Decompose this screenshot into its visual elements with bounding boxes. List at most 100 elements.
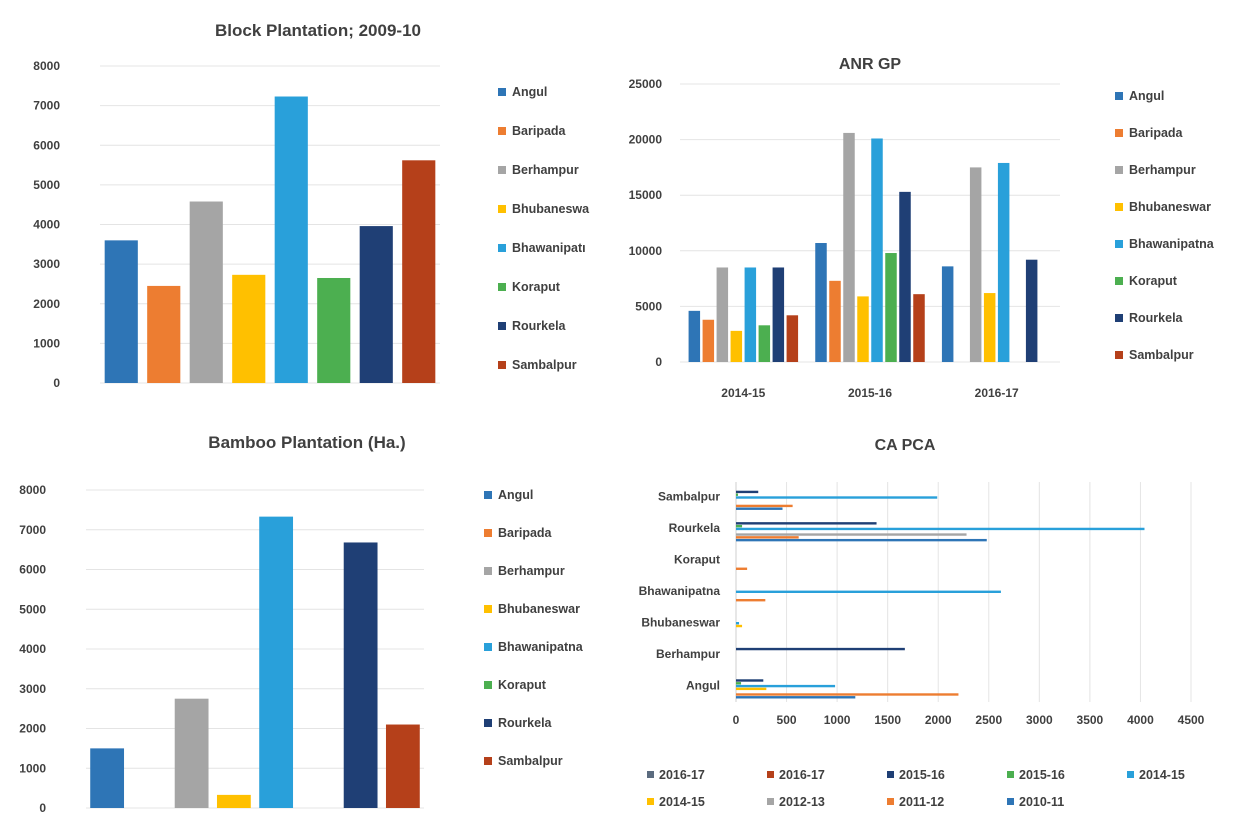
legend-label: Bhawanipatna: [498, 640, 584, 654]
legend-swatch: [1115, 166, 1123, 174]
bar-rourkela-2014-15: [736, 527, 1145, 531]
legend-swatch: [1115, 351, 1123, 359]
legend-label: 2010-11: [1019, 795, 1064, 809]
bar-angul: [104, 240, 138, 383]
y-tick-label: 3000: [19, 682, 46, 696]
legend-swatch: [1115, 203, 1123, 211]
y-tick-label: 10000: [629, 244, 663, 258]
legend-label: Berhampur: [512, 163, 579, 177]
bar-sambalpur-2014-15: [786, 315, 799, 362]
bar-berhampur-2016-17: [969, 167, 982, 362]
legend-swatch: [1007, 798, 1014, 805]
y-tick-label: 0: [655, 355, 662, 369]
y-tick-label: 15000: [629, 188, 663, 202]
bar-rourkela-2015-16: [736, 522, 877, 525]
legend-label: Koraput: [1129, 274, 1178, 288]
bamboo-plantation-chart: Bamboo Plantation (Ha.) 0 1000 2000 3000 4000…: [19, 433, 583, 814]
bar-bhubaneswar-2015-16: [857, 296, 869, 362]
y-tick-label: 0: [39, 801, 46, 814]
legend-swatch: [498, 88, 506, 96]
y-tick-label: 7000: [19, 523, 46, 537]
legend-label: Sambalpur: [512, 358, 577, 372]
bar-berhampur: [189, 201, 223, 383]
legend-swatch: [484, 719, 492, 727]
x-tick-label: 2014-15: [721, 386, 765, 400]
legend-label: 2016-17: [659, 768, 705, 782]
bar-berhampur: [174, 698, 209, 808]
legend-swatch: [1115, 314, 1123, 322]
block-plantation-chart: Block Plantation; 2009-10 0 1000 2000 3000 40…: [33, 21, 590, 390]
bar-bhawanipatna-2016-17: [997, 162, 1010, 362]
y-tick-label: 1000: [33, 336, 60, 350]
legend-label: Bhawanipatı: [512, 241, 586, 255]
legend-label: Rourkela: [512, 319, 567, 333]
legend-label: 2014-15: [659, 795, 705, 809]
legend-label: 2016-17: [779, 768, 825, 782]
x-tick-label: 500: [777, 713, 797, 727]
y-tick-label: 5000: [635, 299, 662, 313]
legend-label: 2014-15: [1139, 768, 1185, 782]
legend-swatch: [1115, 277, 1123, 285]
legend-swatch: [484, 757, 492, 765]
bar-bhawanipatna-2014-15: [736, 590, 1001, 593]
bar-sambalpur-2014-15: [736, 496, 938, 499]
bar-bhawanipatna-2011-12: [736, 599, 766, 602]
bar-rourkela-2011-12: [736, 536, 799, 539]
bar-berhampur-2015-16: [736, 647, 905, 651]
legend-swatch: [498, 205, 506, 213]
category-label: Sambalpur: [658, 490, 720, 504]
bar-bhawanipatna-2014-15: [744, 267, 757, 362]
x-tick-label: 2015-16: [848, 386, 892, 400]
y-tick-label: 6000: [33, 138, 60, 152]
y-tick-label: 20000: [629, 133, 663, 147]
bar-rourkela-2016-17: [1025, 259, 1038, 362]
y-tick-label: 2000: [19, 722, 46, 736]
bar-bhubaneswar: [216, 794, 251, 808]
y-tick-label: 4000: [33, 218, 60, 232]
bar-bhawanipatna-2015-16: [871, 138, 883, 362]
legend-label: 2011-12: [899, 795, 944, 809]
y-tick-label: 2000: [33, 297, 60, 311]
bar-rourkela: [359, 226, 393, 383]
bar-baripada: [147, 285, 181, 383]
x-tick-label: 2000: [925, 713, 952, 727]
legend-label: Berhampur: [498, 564, 565, 578]
bar-angul-2011-12: [736, 693, 959, 696]
bar-berhampur-2015-16: [843, 132, 855, 362]
x-tick-label: 1500: [874, 713, 901, 727]
legend-swatch: [484, 643, 492, 651]
legend-label: Rourkela: [498, 716, 553, 730]
bar-rourkela-2012-13: [736, 533, 967, 536]
bar-sambalpur-2010-11: [736, 507, 783, 510]
x-tick-label: 3500: [1077, 713, 1104, 727]
legend-swatch: [647, 798, 654, 805]
bar-koraput-2011-12: [736, 567, 748, 570]
bar-sambalpur-2015-16: [736, 490, 759, 494]
legend-swatch: [887, 771, 894, 778]
legend-label: 2012-13: [779, 795, 825, 809]
x-tick-label: 2500: [975, 713, 1002, 727]
legend-swatch: [767, 798, 774, 805]
y-tick-label: 3000: [33, 257, 60, 271]
bar-rourkela-2015-16: [736, 524, 743, 528]
legend-label: Sambalpur: [1129, 348, 1194, 362]
bar-bhubaneswar-2014-15: [736, 624, 743, 628]
bar-rourkela-2010-11: [736, 538, 987, 542]
legend-swatch: [498, 166, 506, 174]
bar-bhawanipatna: [259, 516, 294, 808]
x-tick-label: 0: [733, 713, 740, 727]
bar-angul-2015-16: [815, 243, 827, 362]
legend-label: Bhubaneswa: [512, 202, 590, 216]
legend-swatch: [484, 605, 492, 613]
y-tick-label: 5000: [19, 602, 46, 616]
bar-angul-2015-16: [736, 682, 742, 685]
legend-swatch: [484, 681, 492, 689]
legend-swatch: [484, 529, 492, 537]
legend-label: Sambalpur: [498, 754, 563, 768]
legend-swatch: [498, 283, 506, 291]
bar-rourkela-2015-16: [899, 191, 911, 362]
bar-baripada-2014-15: [702, 319, 715, 362]
legend-swatch: [1115, 240, 1123, 248]
legend-label: Koraput: [512, 280, 561, 294]
bar-baripada-2015-16: [829, 280, 841, 362]
